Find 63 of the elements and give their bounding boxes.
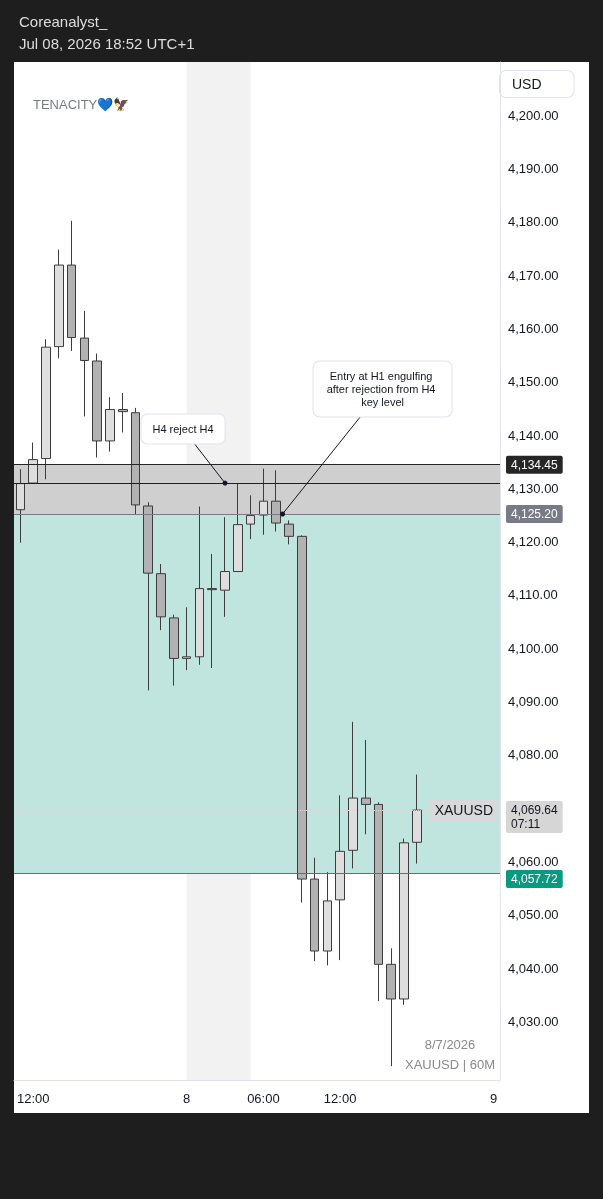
candlestick xyxy=(246,494,255,540)
y-tick-label: 4,100.00 xyxy=(508,640,559,656)
annotation: XAUUSD | 60M xyxy=(404,1056,496,1072)
candlestick xyxy=(220,516,230,618)
candlestick xyxy=(92,353,102,458)
y-tick-label: 4,030.00 xyxy=(508,1013,559,1029)
candlestick xyxy=(323,871,332,966)
ref-line-label: 4,069.64 07:11 xyxy=(511,803,559,832)
y-tick-label: 4,080.00 xyxy=(508,747,559,763)
x-tick-label: 9 xyxy=(489,1091,498,1106)
y-tick-label: 4,180.00 xyxy=(508,214,559,230)
y-tick-label: 4,160.00 xyxy=(508,320,559,336)
annotation: H4 reject H4 xyxy=(152,423,214,436)
candlestick xyxy=(67,220,76,352)
y-tick-label: 4,130.00 xyxy=(508,480,559,496)
annotation: 8/7/2026 xyxy=(424,1036,476,1052)
candlestick xyxy=(399,838,409,1006)
candlestick xyxy=(310,857,319,962)
y-tick-label: 4,170.00 xyxy=(508,267,559,283)
annotation: XAUUSD xyxy=(434,802,493,819)
candlestick xyxy=(207,553,217,669)
y-tick-label: 4,110.00 xyxy=(508,587,558,603)
y-tick-label: 4,150.00 xyxy=(508,374,559,390)
y-tick-label: 4,050.00 xyxy=(508,907,559,923)
x-tick-label: 06:00 xyxy=(247,1091,280,1106)
y-tick-label: 4,140.00 xyxy=(508,427,559,443)
candlestick xyxy=(16,468,25,544)
annotation: TENACITY💙🦅 xyxy=(33,95,130,112)
candlestick xyxy=(41,338,51,480)
chart-title: Coreanalyst_ xyxy=(19,13,109,30)
candlestick xyxy=(143,501,153,691)
chart-subtitle: Jul 08, 2026 18:52 UTC+1 xyxy=(19,35,195,52)
ref-line-label: 4,125.20 xyxy=(511,506,559,521)
candlestick xyxy=(28,442,38,484)
y-tick-label: 4,120.00 xyxy=(508,534,559,550)
y-tick-label: 4,200.00 xyxy=(508,107,559,123)
y-tick-label: 4,090.00 xyxy=(508,694,559,710)
candlestick xyxy=(195,506,204,666)
candlestick xyxy=(361,739,371,835)
candlestick xyxy=(374,801,383,1002)
y-axis-title: USD xyxy=(512,76,542,92)
y-tick-label: 4,190.00 xyxy=(508,161,559,177)
candlestick xyxy=(105,396,115,453)
x-tick-label: 12:00 xyxy=(323,1091,357,1106)
y-tick-label: 4,040.00 xyxy=(508,960,559,976)
y-tick-label: 4,060.00 xyxy=(508,853,559,869)
candlestick xyxy=(182,606,191,671)
candlestick xyxy=(233,483,243,573)
x-tick-label: 8 xyxy=(183,1091,191,1106)
candlestick xyxy=(386,947,396,1067)
candlestick xyxy=(284,519,294,545)
x-tick-label: 12:00 xyxy=(16,1091,50,1106)
ref-line-label: 4,134.45 xyxy=(511,457,559,472)
candlestick xyxy=(80,310,89,417)
candlestick xyxy=(131,407,140,516)
annotation: Entry at H1 engulfing after rejection from H4 key level xyxy=(326,369,439,408)
candlestick xyxy=(169,614,179,687)
candlestick xyxy=(156,563,166,631)
candlestick xyxy=(54,249,64,359)
candlestick xyxy=(118,392,128,433)
ref-line-label: 4,057.72 xyxy=(511,871,559,886)
candlestick xyxy=(297,534,307,904)
candlestick xyxy=(259,468,268,536)
